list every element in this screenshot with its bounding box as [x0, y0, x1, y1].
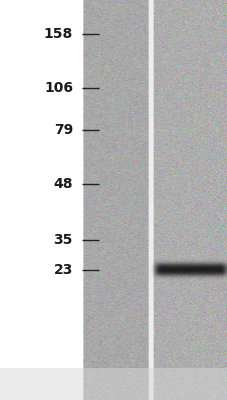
Text: 106: 106: [44, 81, 73, 95]
Text: 23: 23: [53, 263, 73, 277]
Text: 158: 158: [44, 27, 73, 41]
Text: 79: 79: [54, 123, 73, 137]
Text: 35: 35: [53, 233, 73, 247]
Bar: [0, 368, 227, 400]
Text: 48: 48: [53, 177, 73, 191]
